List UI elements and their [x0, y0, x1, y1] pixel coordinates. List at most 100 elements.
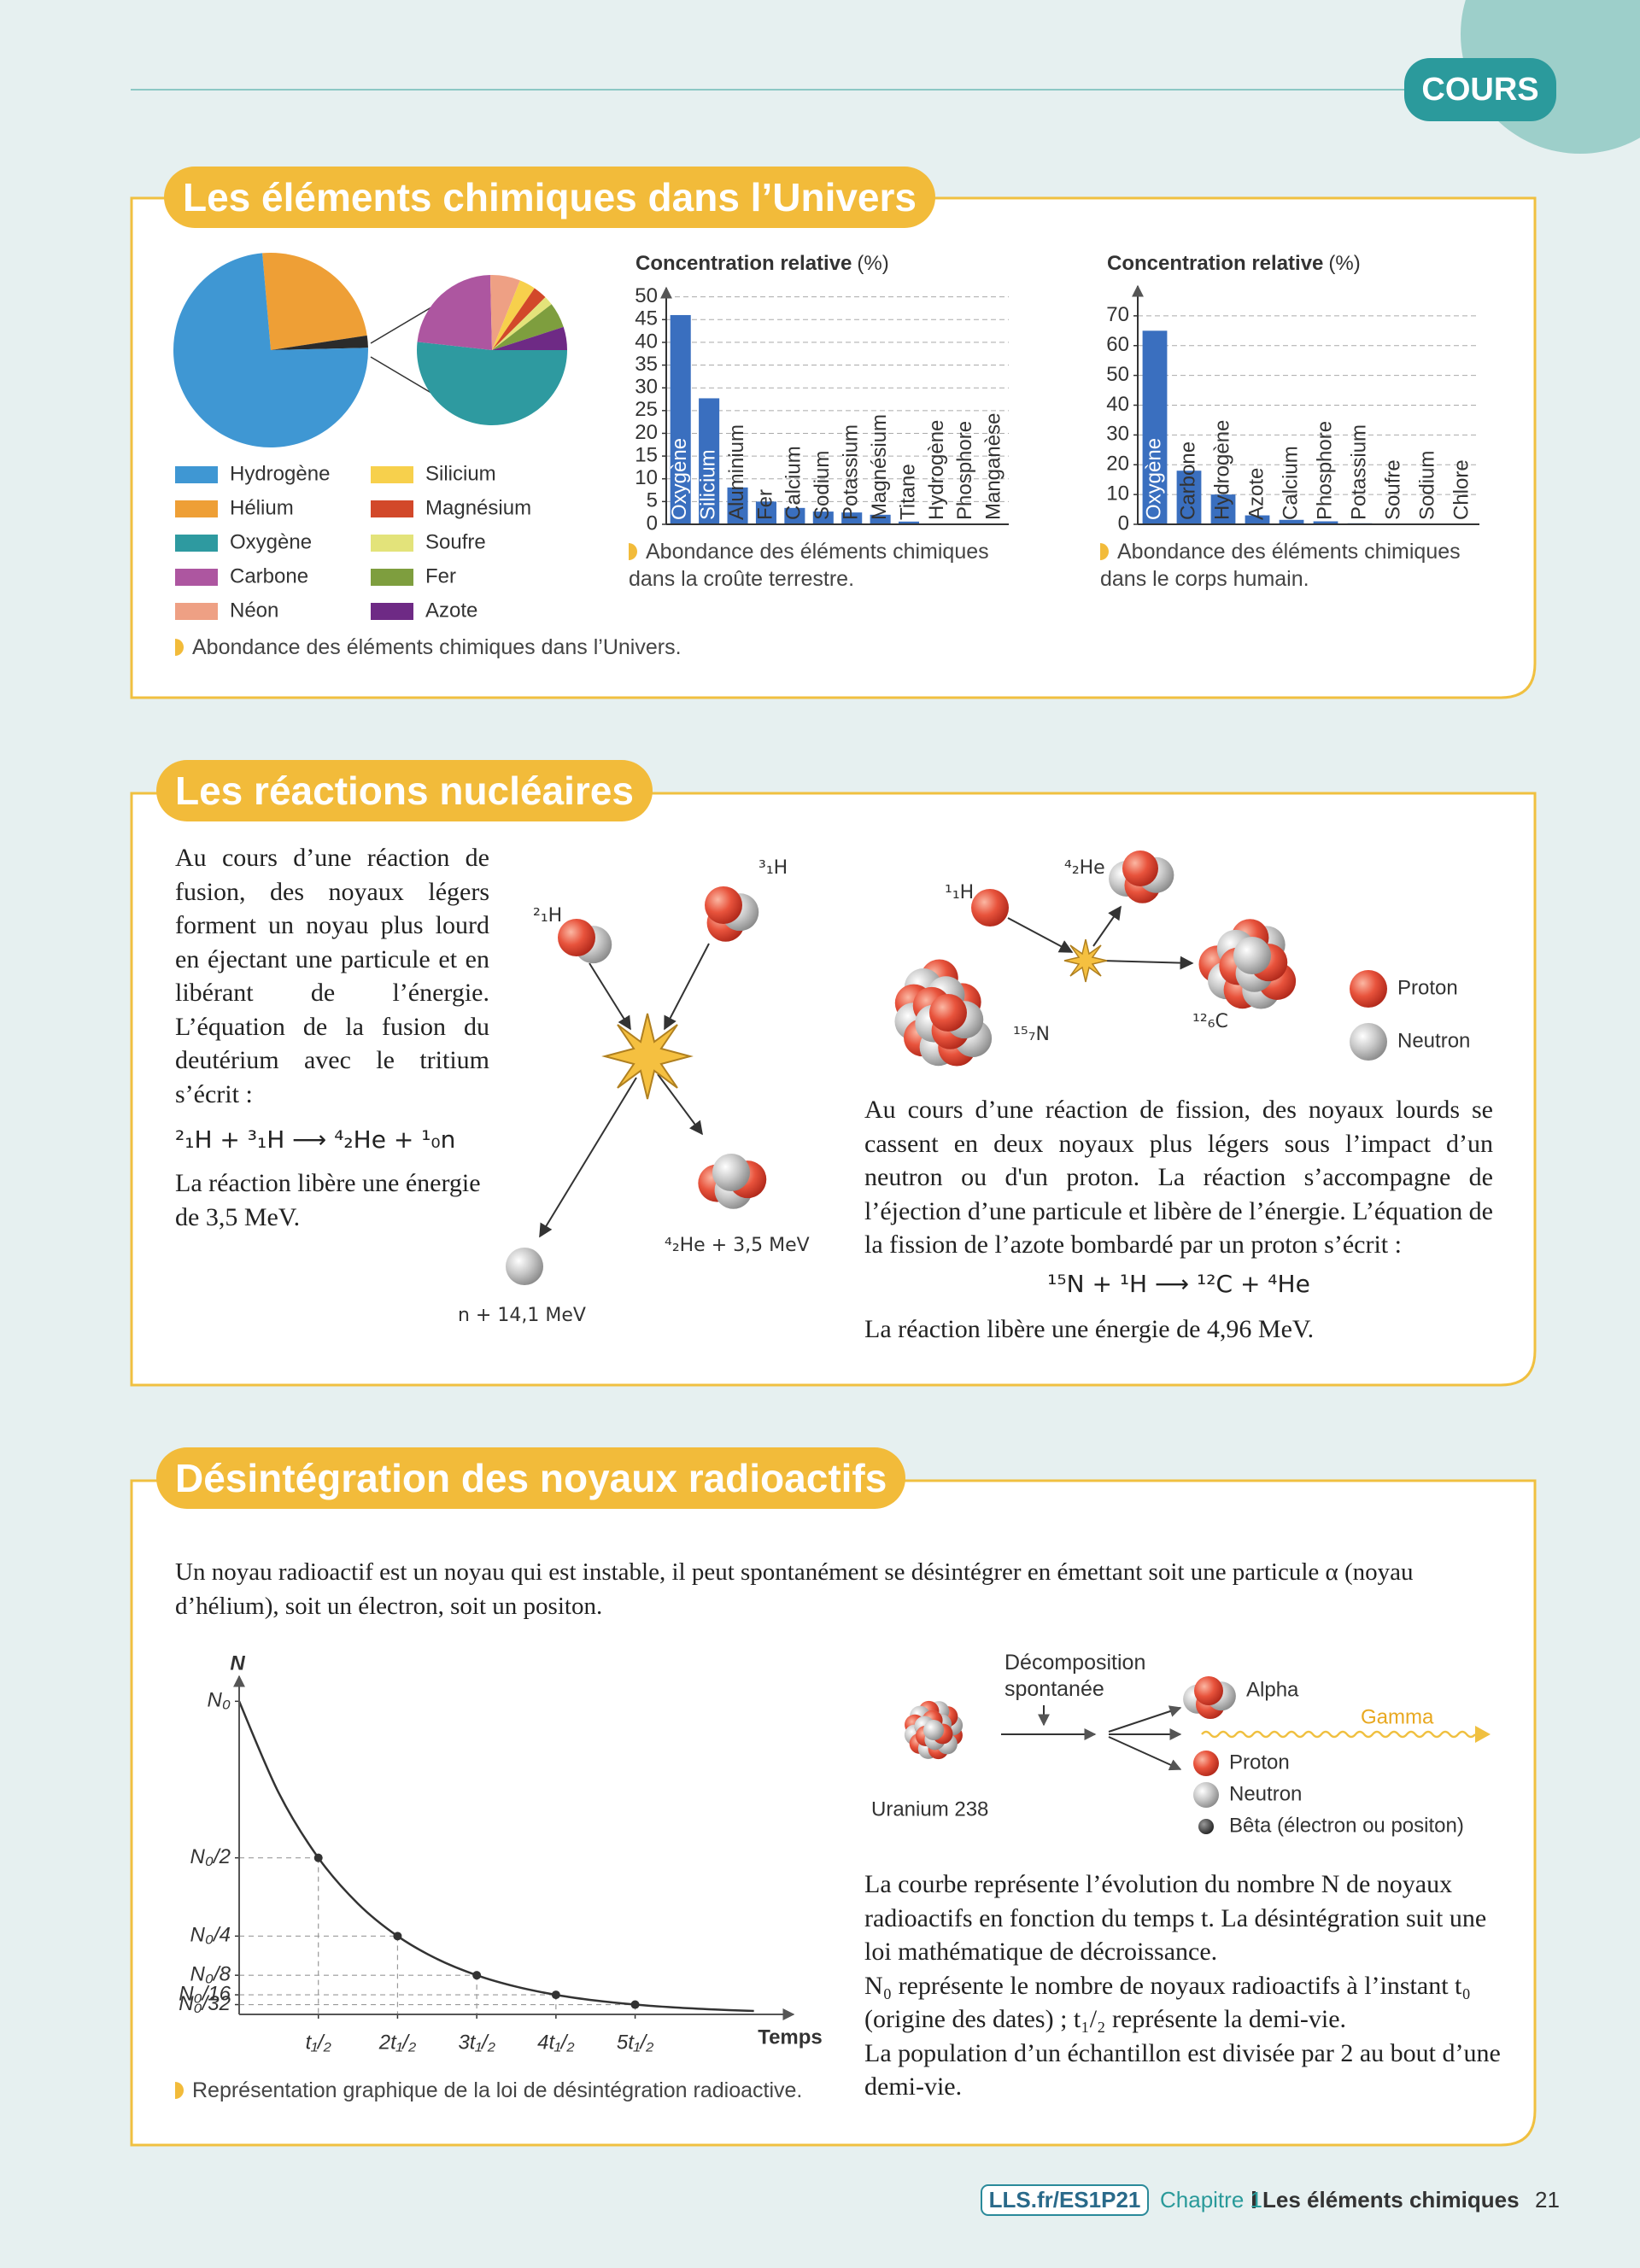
legend-label: Silicium [425, 462, 496, 485]
x-tick-label: 4t₁/₂ [537, 2031, 574, 2054]
legend-label: Hydrogène [230, 462, 330, 485]
legend-label: Soufre [425, 530, 486, 553]
nucleus-label: ¹⁵₇N [1013, 1024, 1050, 1045]
legend-swatch [175, 569, 218, 586]
chapter-title: Les éléments chimiques [1262, 2187, 1520, 2212]
y-tick-label: 40 [1106, 393, 1129, 416]
y-tick-label: 40 [635, 330, 658, 353]
category-label: Chlore [1450, 459, 1473, 520]
decay-curve [237, 1700, 754, 2013]
nucleus-label: ²₁H [533, 905, 562, 926]
x-tick-label: 5t₁/₂ [617, 2031, 653, 2054]
pie-slice [262, 253, 367, 350]
y-tick-label: 30 [635, 376, 658, 399]
arrow [589, 962, 631, 1031]
pie-slice [417, 275, 492, 350]
paragraph: La population d’un échantillon est divis… [864, 2038, 1501, 2101]
link[interactable]: LLS.fr/ES1P21 [988, 2187, 1141, 2212]
bar [699, 398, 720, 524]
nucleus-label: ³₁H [758, 857, 788, 879]
neutron [1350, 1023, 1387, 1061]
nucleus-label: Uranium 238 [871, 1797, 988, 1821]
section-title: Les réactions nucléaires [156, 760, 653, 821]
particle-label: Alpha [1246, 1678, 1299, 1701]
pie-slice [492, 297, 552, 350]
caption-text: Représentation graphique de la loi de dé… [192, 2078, 803, 2102]
legend-label: Magnésium [425, 496, 531, 519]
y-tick-label: 10 [1106, 482, 1129, 505]
gamma-arrowhead [1475, 1726, 1491, 1743]
bar [755, 501, 776, 524]
section-title: Les éléments chimiques dans l’Univers [164, 167, 935, 228]
arrow [539, 1077, 637, 1238]
neutron [1233, 937, 1271, 974]
bullet [175, 639, 184, 656]
link-box [981, 2184, 1149, 2216]
pie-slice [489, 274, 520, 350]
particle-label: Bêta (électron ou positon) [1229, 1814, 1464, 1837]
category-label: Sodium [1415, 451, 1438, 520]
y-axis-title: N [230, 1651, 245, 1675]
proton [1350, 970, 1387, 1008]
category-label: Hydrogène [925, 420, 948, 520]
section-box [130, 792, 1537, 1387]
x-tick-label: t₁/₂ [306, 2031, 331, 2054]
bar [1245, 515, 1270, 524]
x-axis-title: Temps [758, 2025, 823, 2049]
nucleus-label: n + 14,1 MeV [458, 1305, 586, 1326]
equation: ¹⁵N + ¹H ⟶ ¹²C + ⁴He [1047, 1270, 1310, 1298]
category-label: Carbone [1176, 441, 1199, 520]
y-tick-label: 25 [635, 398, 658, 421]
paragraph-block: La courbe représente l’évolution du nomb… [864, 1868, 1501, 2104]
badge: COURS [1404, 58, 1556, 121]
reaction-star [1063, 938, 1108, 983]
y-tick-label: 45 [635, 307, 658, 330]
arrow [657, 1073, 703, 1136]
category-label: Potassium [1347, 424, 1370, 520]
category-label: Sodium [811, 451, 834, 520]
arrow [1108, 1736, 1182, 1771]
pie-slice [492, 326, 567, 350]
category-label: Hydrogène [1210, 420, 1233, 520]
bar [1176, 471, 1202, 524]
legend-label: Neutron [1397, 1029, 1470, 1052]
legend-swatch [371, 569, 413, 586]
bullet [629, 543, 637, 560]
category-label: Phosphore [953, 421, 976, 520]
legend-swatch [175, 535, 218, 552]
chapter: Chapitre 1 [1160, 2187, 1262, 2212]
data-point [472, 1971, 482, 1980]
y-tick-label: N₀/16 [179, 1982, 231, 2005]
bar [1313, 521, 1338, 524]
pie-slice [417, 342, 567, 425]
nucleus-label: ¹²₆C [1192, 1011, 1228, 1032]
y-tick-label: N₀/8 [190, 1963, 231, 1986]
y-tick-label: N₀/4 [190, 1924, 231, 1947]
bar [899, 521, 920, 524]
arrow [664, 943, 710, 1031]
bar [812, 511, 834, 524]
legend-label: Proton [1397, 976, 1458, 999]
pie-slice [173, 253, 368, 448]
category-label: Oxygène [1142, 438, 1165, 520]
bar [670, 314, 691, 524]
nucleus-label: ¹₁H [945, 882, 974, 903]
bar [727, 487, 748, 524]
y-tick-label: 50 [1106, 363, 1129, 386]
caption-text: Abondance des éléments chimiques dans la… [629, 540, 989, 591]
category-label: Magnésium [868, 414, 891, 520]
bar [870, 514, 891, 524]
y-tick-label: N₀/32 [179, 1992, 231, 2015]
y-tick-label: 35 [635, 353, 658, 376]
bar [1210, 494, 1236, 524]
caption-text: Abondance des éléments chimiques dans l’… [192, 635, 682, 659]
x-tick-label: 2t₁/₂ [378, 2031, 416, 2054]
y-tick-label: 20 [1106, 453, 1129, 476]
pie-slice [492, 280, 535, 350]
proton [705, 886, 742, 924]
paragraph: La réaction libère une énergie de 4,96 M… [864, 1315, 1315, 1343]
paragraph: Un noyau radioactif est un noyau qui est… [175, 1558, 1414, 1620]
category-label: Potassium [840, 424, 863, 520]
legend-swatch [371, 603, 413, 620]
